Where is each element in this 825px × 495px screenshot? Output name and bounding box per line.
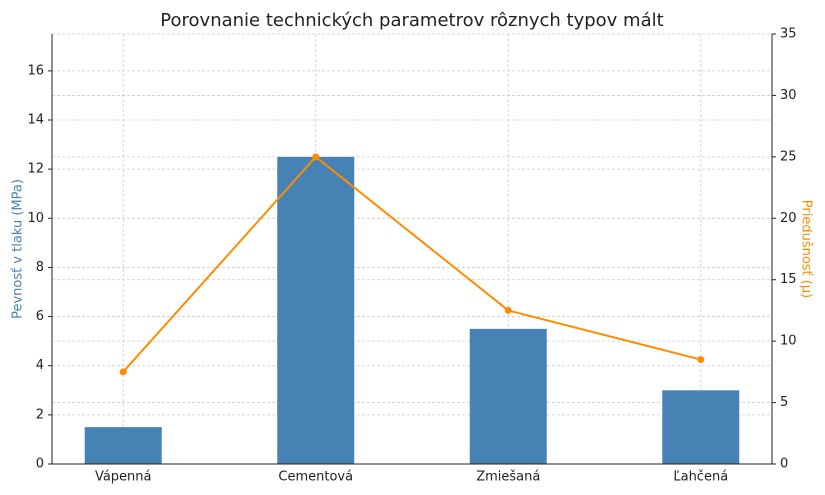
y2-tick-label: 20: [780, 211, 797, 226]
y-tick-label: 6: [36, 309, 44, 324]
y-tick-label: 14: [27, 113, 44, 128]
y2-tick-label: 25: [780, 149, 797, 164]
point: [504, 306, 512, 314]
y-axis-label: Pevnosť v tlaku (MPa): [11, 179, 26, 319]
y-tick-label: 8: [36, 260, 44, 275]
y2-tick-label: 5: [780, 395, 788, 410]
bar: [469, 328, 547, 464]
y2-axis-label: Priedušnosť (μ): [799, 200, 814, 298]
y-tick-label: 4: [36, 358, 44, 373]
y-tick-label: 10: [27, 211, 44, 226]
y2-tick-label: 0: [780, 457, 788, 472]
line: [122, 155, 702, 373]
point: [312, 153, 320, 161]
y-tick-label: 2: [36, 407, 44, 422]
y2-tick-label: 35: [780, 27, 797, 42]
bar: [662, 390, 740, 464]
x-tick-label: Ľahčená: [673, 470, 728, 485]
bar: [277, 156, 355, 464]
y2-tick-label: 15: [780, 272, 797, 287]
y-tick-label: 0: [36, 457, 44, 472]
y-tick-label: 12: [27, 162, 44, 177]
bar: [84, 427, 162, 464]
x-tick-label: Zmiešaná: [476, 470, 540, 485]
x-tick-label: Vápenná: [95, 470, 152, 485]
y-tick-label: 16: [27, 63, 44, 78]
point: [119, 368, 127, 376]
point: [697, 356, 705, 364]
chart-title: Porovnanie technických parametrov rôznyc…: [160, 10, 663, 31]
x-tick-label: Cementová: [278, 470, 353, 485]
y2-tick-label: 10: [780, 334, 797, 349]
y2-tick-label: 30: [780, 88, 797, 103]
